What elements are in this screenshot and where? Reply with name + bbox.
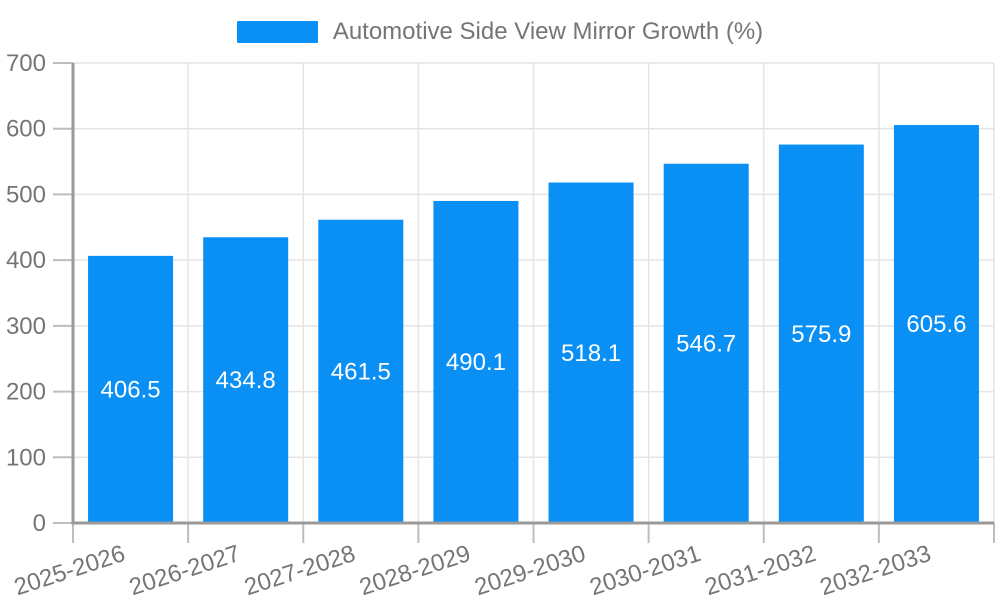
x-tick-label: 2028-2029 (356, 540, 474, 600)
y-tick-label: 700 (6, 50, 46, 77)
bar-value-label: 490.1 (446, 349, 506, 376)
bar-value-label: 575.9 (791, 321, 851, 348)
y-tick-label: 500 (6, 181, 46, 208)
bar-value-label: 434.8 (216, 367, 276, 394)
x-tick-label: 2031-2032 (702, 540, 820, 600)
bar[interactable] (893, 125, 979, 523)
bar[interactable] (433, 200, 519, 524)
bar-value-label: 518.1 (561, 340, 621, 367)
y-tick-label: 100 (6, 444, 46, 471)
y-tick-label: 300 (6, 313, 46, 340)
y-tick-label: 600 (6, 116, 46, 143)
bar-value-label: 605.6 (906, 311, 966, 338)
bar-value-label: 546.7 (676, 330, 736, 357)
legend-swatch (236, 21, 318, 43)
bar[interactable] (203, 237, 289, 523)
y-tick-label: 200 (6, 379, 46, 406)
bar[interactable] (88, 255, 174, 523)
legend-label: Automotive Side View Mirror Growth (%) (332, 18, 764, 45)
bar[interactable] (548, 182, 634, 523)
x-tick-label: 2029-2030 (471, 540, 589, 600)
x-tick-label: 2026-2027 (126, 540, 244, 600)
bar[interactable] (318, 219, 404, 523)
chart-legend[interactable]: Automotive Side View Mirror Growth (%) (0, 19, 1000, 45)
x-tick-label: 2030-2031 (587, 540, 705, 600)
bar-value-label: 406.5 (101, 376, 161, 403)
y-tick-label: 400 (6, 247, 46, 274)
x-tick-label: 2032-2033 (817, 540, 935, 600)
x-tick-label: 2027-2028 (241, 540, 359, 600)
bar-value-label: 461.5 (331, 358, 391, 385)
y-tick-label: 0 (33, 510, 46, 537)
bar[interactable] (663, 163, 749, 524)
x-tick-label: 2025-2026 (11, 540, 129, 600)
bar[interactable] (778, 144, 864, 523)
